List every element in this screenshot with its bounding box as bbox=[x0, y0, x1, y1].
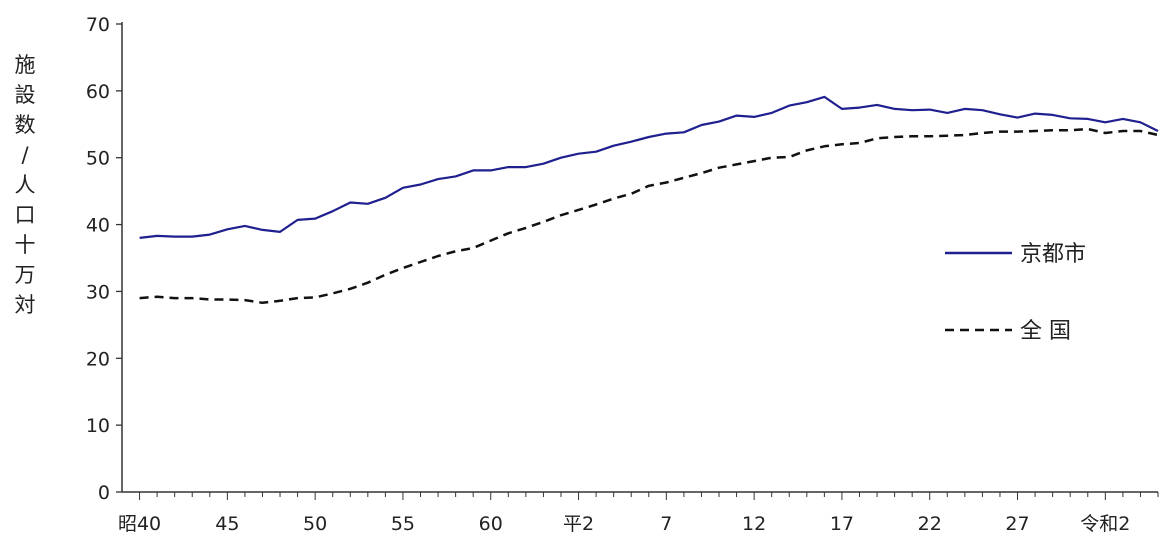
x-tick-label: 22 bbox=[918, 513, 942, 535]
y-axis-label-char: 施 bbox=[14, 53, 36, 77]
y-tick-label: 0 bbox=[98, 482, 110, 504]
y-axis-label-char: 対 bbox=[14, 293, 36, 317]
y-axis-label-char: 設 bbox=[14, 83, 36, 107]
y-axis-label-char: 十 bbox=[14, 233, 36, 257]
y-tick-label: 30 bbox=[86, 281, 110, 303]
series-layer bbox=[139, 95, 1159, 305]
y-tick-label: 50 bbox=[86, 148, 110, 170]
x-tick-label: 60 bbox=[479, 513, 503, 535]
y-axis-label: 施設数 / 人口十万対 bbox=[8, 50, 42, 320]
legend: 京都市 全 国 bbox=[945, 242, 1086, 344]
y-tick-label: 10 bbox=[86, 415, 110, 437]
y-axis-label-char: 人 bbox=[14, 173, 36, 197]
x-tick-label: 50 bbox=[303, 513, 327, 535]
legend-label-kyoto: 京都市 bbox=[1020, 242, 1086, 267]
y-tick-label: 40 bbox=[86, 215, 110, 237]
x-tick-label: 55 bbox=[391, 513, 415, 535]
y-axis-label-char: 万 bbox=[14, 263, 36, 287]
x-axis-ticks: 昭40 45 50 55 60 平2 7 12 17 22 27 令和2 bbox=[118, 492, 1159, 535]
y-axis-label-char: 口 bbox=[14, 203, 36, 227]
x-tick-label: 7 bbox=[660, 513, 672, 535]
series-line-national bbox=[139, 127, 1159, 305]
x-tick-label: 昭40 bbox=[118, 513, 161, 535]
x-tick-label: 令和2 bbox=[1080, 513, 1130, 535]
y-axis-ticks: 0 10 20 30 40 50 60 70 bbox=[86, 14, 122, 504]
x-tick-label: 12 bbox=[742, 513, 766, 535]
y-axis-label-char: / bbox=[21, 143, 29, 167]
x-tick-label: 27 bbox=[1005, 513, 1029, 535]
x-tick-label: 17 bbox=[830, 513, 854, 535]
y-tick-label: 60 bbox=[86, 81, 110, 103]
series-line-kyoto bbox=[139, 95, 1159, 239]
y-tick-label: 70 bbox=[86, 14, 110, 36]
axes bbox=[121, 22, 1158, 493]
y-axis-label-char: 数 bbox=[14, 113, 36, 137]
x-tick-label: 45 bbox=[215, 513, 239, 535]
x-tick-label: 平2 bbox=[563, 513, 594, 535]
y-tick-label: 20 bbox=[86, 348, 110, 370]
legend-label-national: 全 国 bbox=[1020, 319, 1071, 344]
